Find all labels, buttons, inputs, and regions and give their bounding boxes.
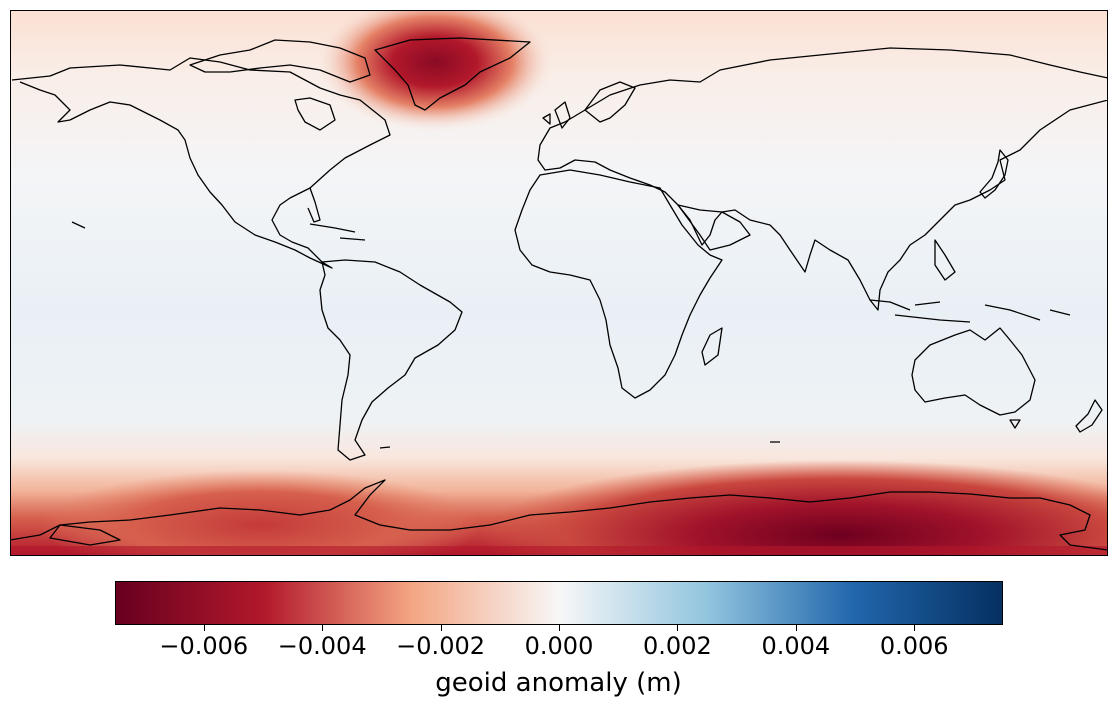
arctic-islands <box>189 39 371 83</box>
colorbar-tick-mark <box>677 625 679 631</box>
tasmania <box>1009 419 1021 429</box>
british-isles <box>542 101 571 129</box>
antarctica-coast <box>10 479 1108 551</box>
caribbean-islands <box>309 223 366 241</box>
scandinavia-coast <box>584 81 636 123</box>
philippines <box>934 239 956 281</box>
madagascar <box>701 327 723 366</box>
colorbar-tick-label: 0.000 <box>524 632 594 660</box>
west-antarctica-anomaly <box>40 470 480 556</box>
new-zealand <box>1075 399 1103 433</box>
arabian-peninsula <box>677 204 751 251</box>
colorbar-tick-label: 0.006 <box>879 632 949 660</box>
colorbar-tick-mark <box>914 625 916 631</box>
colorbar-tick-mark <box>322 625 324 631</box>
colorbar-tick-mark <box>203 625 205 631</box>
south-america-coast <box>319 259 463 461</box>
colorbar-tick-label: 0.002 <box>643 632 712 660</box>
africa-coast <box>514 169 723 399</box>
florida-coast <box>307 187 321 223</box>
colorbar-tick-mark <box>795 625 797 631</box>
colorbar-tick-mark <box>440 625 442 631</box>
australia-coast <box>911 327 1036 416</box>
greenland-coast <box>374 37 531 111</box>
colorbar-tick-label: −0.006 <box>159 632 249 660</box>
indonesia-islands <box>869 299 1071 323</box>
colorbar-label: geoid anomaly (m) <box>435 668 682 698</box>
colorbar-tick-label: −0.004 <box>277 632 367 660</box>
hudson-bay <box>294 97 336 131</box>
geoid-map <box>10 10 1108 556</box>
colorbar <box>115 581 1003 625</box>
north-america-coast <box>11 57 391 269</box>
east-antarctica-anomaly <box>480 460 1108 556</box>
colorbar-tick-label: 0.004 <box>761 632 831 660</box>
small-islands <box>71 221 780 449</box>
japan-coast <box>979 149 1009 199</box>
colorbar-tick-mark <box>559 625 560 631</box>
coastlines <box>10 37 1108 551</box>
antarctic-peninsula-shelf <box>49 524 121 546</box>
colorbar-tick-label: −0.002 <box>396 632 486 660</box>
